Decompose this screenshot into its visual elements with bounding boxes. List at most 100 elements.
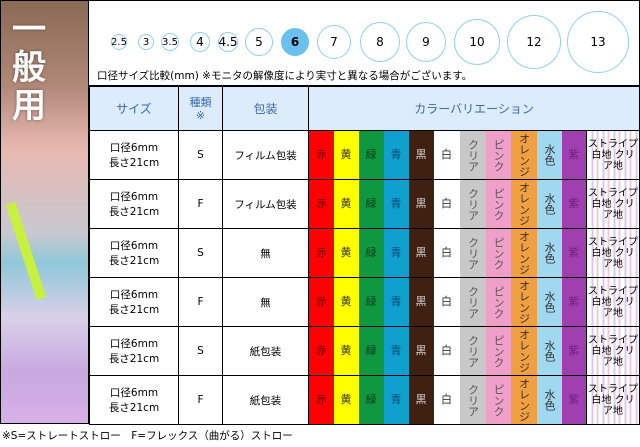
color-swatch: 赤: [308, 130, 334, 180]
stripe-clear: クリア地: [603, 198, 635, 221]
color-swatch: 水色: [536, 326, 562, 376]
color-swatch-stripe: ストライプ 白地 クリア地: [585, 277, 640, 327]
color-swatch: 赤: [308, 375, 334, 425]
color-swatch: 緑: [358, 277, 384, 327]
type-cell: S: [178, 130, 223, 180]
size-circle: 3.5: [161, 33, 179, 51]
stripe-clear: クリア地: [603, 149, 635, 172]
color-swatch: ピンク: [485, 228, 511, 278]
length: 長さ21cm: [108, 402, 160, 414]
size-circle: 3: [138, 34, 154, 50]
header-packaging: 包装: [222, 86, 309, 131]
size-note: 口径サイズ比較(mm) ※モニタの解像度により実寸と異なる場合がございます。: [97, 70, 473, 82]
color-swatch: 緑: [358, 130, 384, 180]
diameter: 口径6mm: [109, 338, 159, 350]
table-row: 口径6mm 長さ21cm F フィルム包装赤黄緑青黒白クリア ピンク オレンジ 水色紫ス…: [89, 179, 640, 229]
color-swatch: 水色: [536, 277, 562, 327]
color-swatch: 黒: [408, 228, 434, 278]
color-swatch: ピンク: [485, 277, 511, 327]
size-circle: 6: [281, 28, 309, 56]
color-swatch: 黄: [333, 326, 359, 376]
color-swatch-stripe: ストライプ 白地 クリア地: [585, 375, 640, 425]
color-swatch: ピンク: [485, 179, 511, 229]
size-cell: 口径6mm 長さ21cm: [89, 228, 179, 278]
color-swatch: クリア: [459, 228, 486, 278]
color-swatch: 白: [433, 326, 460, 376]
color-swatch: 水色: [536, 228, 562, 278]
color-swatch: ピンク: [485, 130, 511, 180]
color-swatch-stripe: ストライプ 白地 クリア地: [585, 130, 640, 180]
color-swatch: 黄: [333, 277, 359, 327]
color-swatch: 紫: [561, 326, 587, 376]
title-char: 一: [12, 10, 46, 50]
header-colors: カラーバリエーション: [307, 86, 640, 131]
color-swatch: オレンジ: [510, 130, 537, 180]
category-title: 一 般 用: [11, 11, 47, 125]
color-swatch: 青: [383, 228, 409, 278]
diameter: 口径6mm: [109, 387, 159, 399]
color-swatch: 紫: [561, 130, 587, 180]
color-swatch: 水色: [536, 130, 562, 180]
color-swatch: 青: [383, 277, 409, 327]
header-type-label: 種類: [189, 95, 212, 109]
size-comparison: 2.5 3 3.5 4 4.5 5 6 7 8 9 10 12 13 口径サイズ比較(mm) ※モニタの…: [89, 0, 640, 86]
header-size: サイズ: [89, 86, 179, 131]
color-swatch: 白: [433, 179, 460, 229]
color-swatch: 赤: [308, 277, 334, 327]
size-cell: 口径6mm 長さ21cm: [89, 326, 179, 376]
stripe-white: 白地: [591, 345, 612, 357]
color-swatch: 水色: [536, 375, 562, 425]
color-swatch: 白: [433, 375, 460, 425]
color-swatch: 緑: [358, 326, 384, 376]
size-circle: 13: [567, 11, 629, 73]
stripe-clear: クリア地: [603, 345, 635, 368]
color-swatch: オレンジ: [510, 277, 537, 327]
color-swatch: クリア: [459, 277, 486, 327]
type-cell: S: [178, 326, 223, 376]
color-swatch: 赤: [308, 228, 334, 278]
size-circle: 5: [245, 28, 273, 56]
color-swatch: 黒: [408, 130, 434, 180]
color-swatch: 緑: [358, 375, 384, 425]
size-circle: 9: [406, 22, 446, 62]
color-swatch: クリア: [459, 375, 486, 425]
length: 長さ21cm: [108, 206, 160, 218]
stripe-white: 白地: [591, 198, 612, 210]
color-swatch: 青: [383, 326, 409, 376]
size-circle: 12: [507, 15, 561, 69]
color-swatch-stripe: ストライプ 白地 クリア地: [585, 179, 640, 229]
stripe-white: 白地: [591, 394, 612, 406]
packaging-cell: 紙包装: [222, 375, 309, 425]
color-swatch: 黒: [408, 326, 434, 376]
diameter: 口径6mm: [109, 240, 159, 252]
title-char: 般: [12, 48, 46, 88]
straw-image: [5, 201, 47, 301]
stripe-label: ストライプ: [588, 334, 639, 346]
color-swatch: 緑: [358, 228, 384, 278]
stripe-clear: クリア地: [603, 247, 635, 270]
color-swatch: 黒: [408, 277, 434, 327]
table-row: 口径6mm 長さ21cm F 紙包装赤黄緑青黒白クリア ピンク オレンジ 水色紫ストライ…: [89, 375, 640, 425]
packaging-cell: フィルム包装: [222, 179, 309, 229]
product-photo: 一 般 用: [0, 0, 89, 424]
diameter: 口径6mm: [109, 289, 159, 301]
table-row: 口径6mm 長さ21cm S 紙包装赤黄緑青黒白クリア ピンク オレンジ 水色紫ストライ…: [89, 326, 640, 376]
color-swatch: 黄: [333, 375, 359, 425]
size-cell: 口径6mm 長さ21cm: [89, 179, 179, 229]
color-swatch: ピンク: [485, 375, 511, 425]
stripe-white: 白地: [591, 296, 612, 308]
title-char: 用: [12, 86, 46, 126]
stripe-clear: クリア地: [603, 394, 635, 417]
color-swatch: 黄: [333, 228, 359, 278]
stripe-clear: クリア地: [603, 296, 635, 319]
size-cell: 口径6mm 長さ21cm: [89, 375, 179, 425]
stripe-label: ストライプ: [588, 187, 639, 199]
color-swatch-stripe: ストライプ 白地 クリア地: [585, 326, 640, 376]
length: 長さ21cm: [108, 304, 160, 316]
color-swatch: 白: [433, 130, 460, 180]
size-cell: 口径6mm 長さ21cm: [89, 130, 179, 180]
diameter: 口径6mm: [109, 191, 159, 203]
length: 長さ21cm: [108, 157, 160, 169]
color-swatch: 青: [383, 179, 409, 229]
color-swatch: 白: [433, 277, 460, 327]
